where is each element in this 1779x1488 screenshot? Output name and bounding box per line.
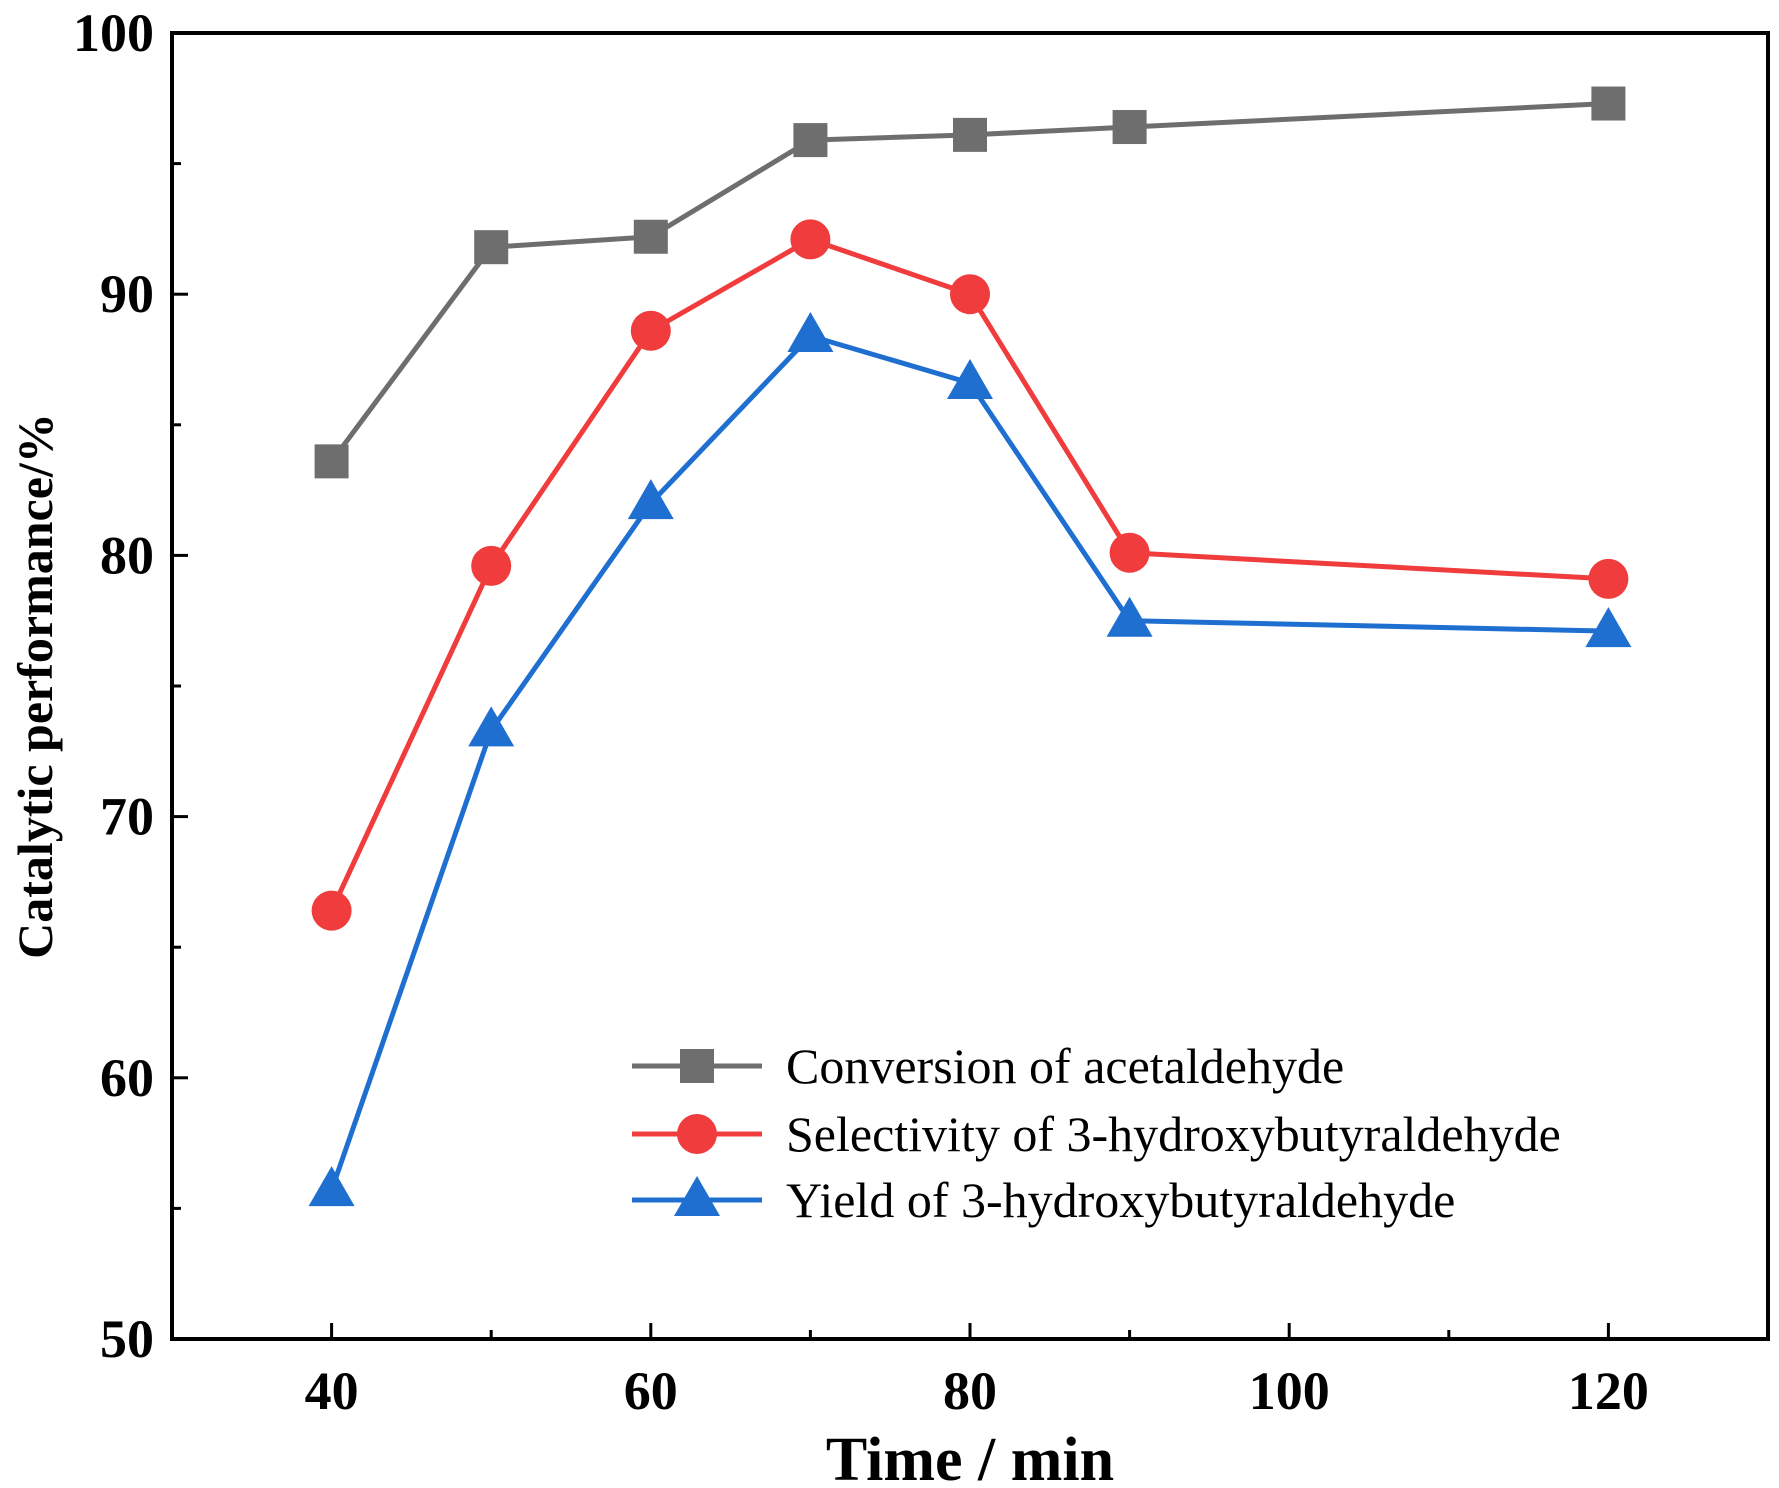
x-tick-label-40: 40: [305, 1361, 359, 1421]
series-1: [311, 219, 1629, 931]
legend-label-1: Selectivity of 3-hydroxybutyraldehyde: [786, 1106, 1561, 1162]
data-point-2-6: [1585, 607, 1632, 648]
data-point-1-4: [950, 274, 990, 315]
legend-marker-0: [680, 1049, 714, 1083]
series-0: [314, 86, 1626, 479]
y-tick-label-80: 80: [100, 525, 154, 585]
y-tick-label-100: 100: [73, 3, 154, 63]
data-point-1-5: [1109, 532, 1150, 573]
y-tick-label-60: 60: [100, 1048, 154, 1108]
data-point-1-1: [471, 545, 512, 586]
data-point-2-4: [947, 359, 993, 400]
data-point-0-1: [474, 230, 509, 265]
data-point-1-6: [1588, 558, 1629, 599]
data-point-2-2: [627, 479, 674, 520]
data-point-2-5: [1106, 596, 1153, 637]
data-point-1-0: [311, 890, 352, 931]
legend-item-2: Yield of 3-hydroxybutyraldehyde: [632, 1172, 1455, 1228]
data-point-0-4: [953, 117, 987, 152]
series-2: [308, 311, 1632, 1207]
data-point-2-0: [308, 1166, 355, 1207]
x-tick-label-80: 80: [943, 1361, 997, 1421]
x-tick-label-60: 60: [624, 1361, 678, 1421]
y-tick-label-50: 50: [100, 1309, 154, 1369]
data-point-1-3: [790, 219, 831, 260]
y-axis-title: Catalytic performance/%: [7, 413, 63, 959]
legend-marker-2: [674, 1176, 720, 1216]
x-tick-label-120: 120: [1568, 1361, 1649, 1421]
legend-item-1: Selectivity of 3-hydroxybutyraldehyde: [632, 1106, 1561, 1162]
data-point-0-3: [793, 123, 828, 158]
legend-marker-1: [677, 1114, 717, 1154]
legend-label-0: Conversion of acetaldehyde: [786, 1038, 1344, 1094]
data-point-1-2: [630, 310, 671, 351]
legend-item-0: Conversion of acetaldehyde: [632, 1038, 1344, 1094]
data-point-0-2: [633, 219, 668, 254]
y-tick-label-90: 90: [100, 264, 154, 324]
x-axis-title: Time / min: [826, 1426, 1114, 1488]
data-point-2-1: [468, 706, 515, 747]
legend-label-2: Yield of 3-hydroxybutyraldehyde: [786, 1172, 1455, 1228]
data-point-0-5: [1112, 110, 1147, 145]
data-point-0-0: [314, 444, 349, 479]
data-point-2-3: [787, 311, 834, 352]
y-tick-label-70: 70: [100, 787, 154, 847]
data-point-0-6: [1591, 86, 1626, 121]
x-tick-label-100: 100: [1249, 1361, 1330, 1421]
